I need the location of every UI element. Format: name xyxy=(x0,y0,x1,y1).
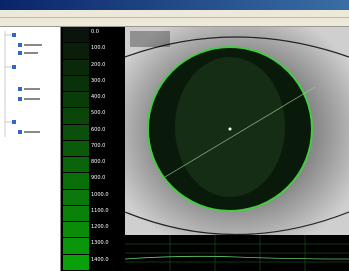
scale-label: 1300.0 xyxy=(91,240,109,246)
scale-swatch xyxy=(63,238,89,253)
scale-swatch xyxy=(63,43,89,58)
tree-items xyxy=(0,27,60,271)
scale-swatch xyxy=(63,108,89,123)
scale-label: 1000.0 xyxy=(91,192,109,198)
eye-image xyxy=(125,27,349,235)
scale-label: 300.0 xyxy=(91,78,105,84)
scale-swatch xyxy=(63,141,89,156)
scale-swatch xyxy=(63,27,89,42)
profile-graph xyxy=(125,235,349,271)
scale-label: 0.0 xyxy=(91,29,99,35)
scale-label: 1200.0 xyxy=(91,224,109,230)
scale-label: 1400.0 xyxy=(91,257,109,263)
scale-swatch xyxy=(63,92,89,107)
scale-swatch xyxy=(63,60,89,75)
scale-label: 600.0 xyxy=(91,127,105,133)
toolbar xyxy=(0,18,349,27)
scale-swatch xyxy=(63,76,89,91)
scale-label: 1100.0 xyxy=(91,208,109,214)
scale-label: 800.0 xyxy=(91,159,105,165)
scale-label: 400.0 xyxy=(91,94,105,100)
scale-swatch xyxy=(63,206,89,221)
tree-panel xyxy=(0,27,61,271)
scale-swatch xyxy=(63,190,89,205)
scale-label: 700.0 xyxy=(91,143,105,149)
color-scale: 0.0 100.0 200.0 300.0 400.0 500.0 600.0 700.0 80… xyxy=(61,27,125,271)
app-window: 0.0 100.0 200.0 300.0 400.0 500.0 600.0 700.0 80… xyxy=(0,0,349,271)
scale-label: 900.0 xyxy=(91,175,105,181)
scale-swatch xyxy=(63,125,89,140)
scale-label: 200.0 xyxy=(91,62,105,68)
title-bar xyxy=(0,0,349,10)
menu-bar xyxy=(0,10,349,18)
scale-swatch xyxy=(63,255,89,270)
scale-swatch xyxy=(63,173,89,188)
scale-label: 500.0 xyxy=(91,110,105,116)
scale-swatch xyxy=(63,222,89,237)
scale-swatch xyxy=(63,157,89,172)
eye-view xyxy=(125,27,349,235)
scale-label: 100.0 xyxy=(91,45,105,51)
graph-plot xyxy=(125,235,349,271)
